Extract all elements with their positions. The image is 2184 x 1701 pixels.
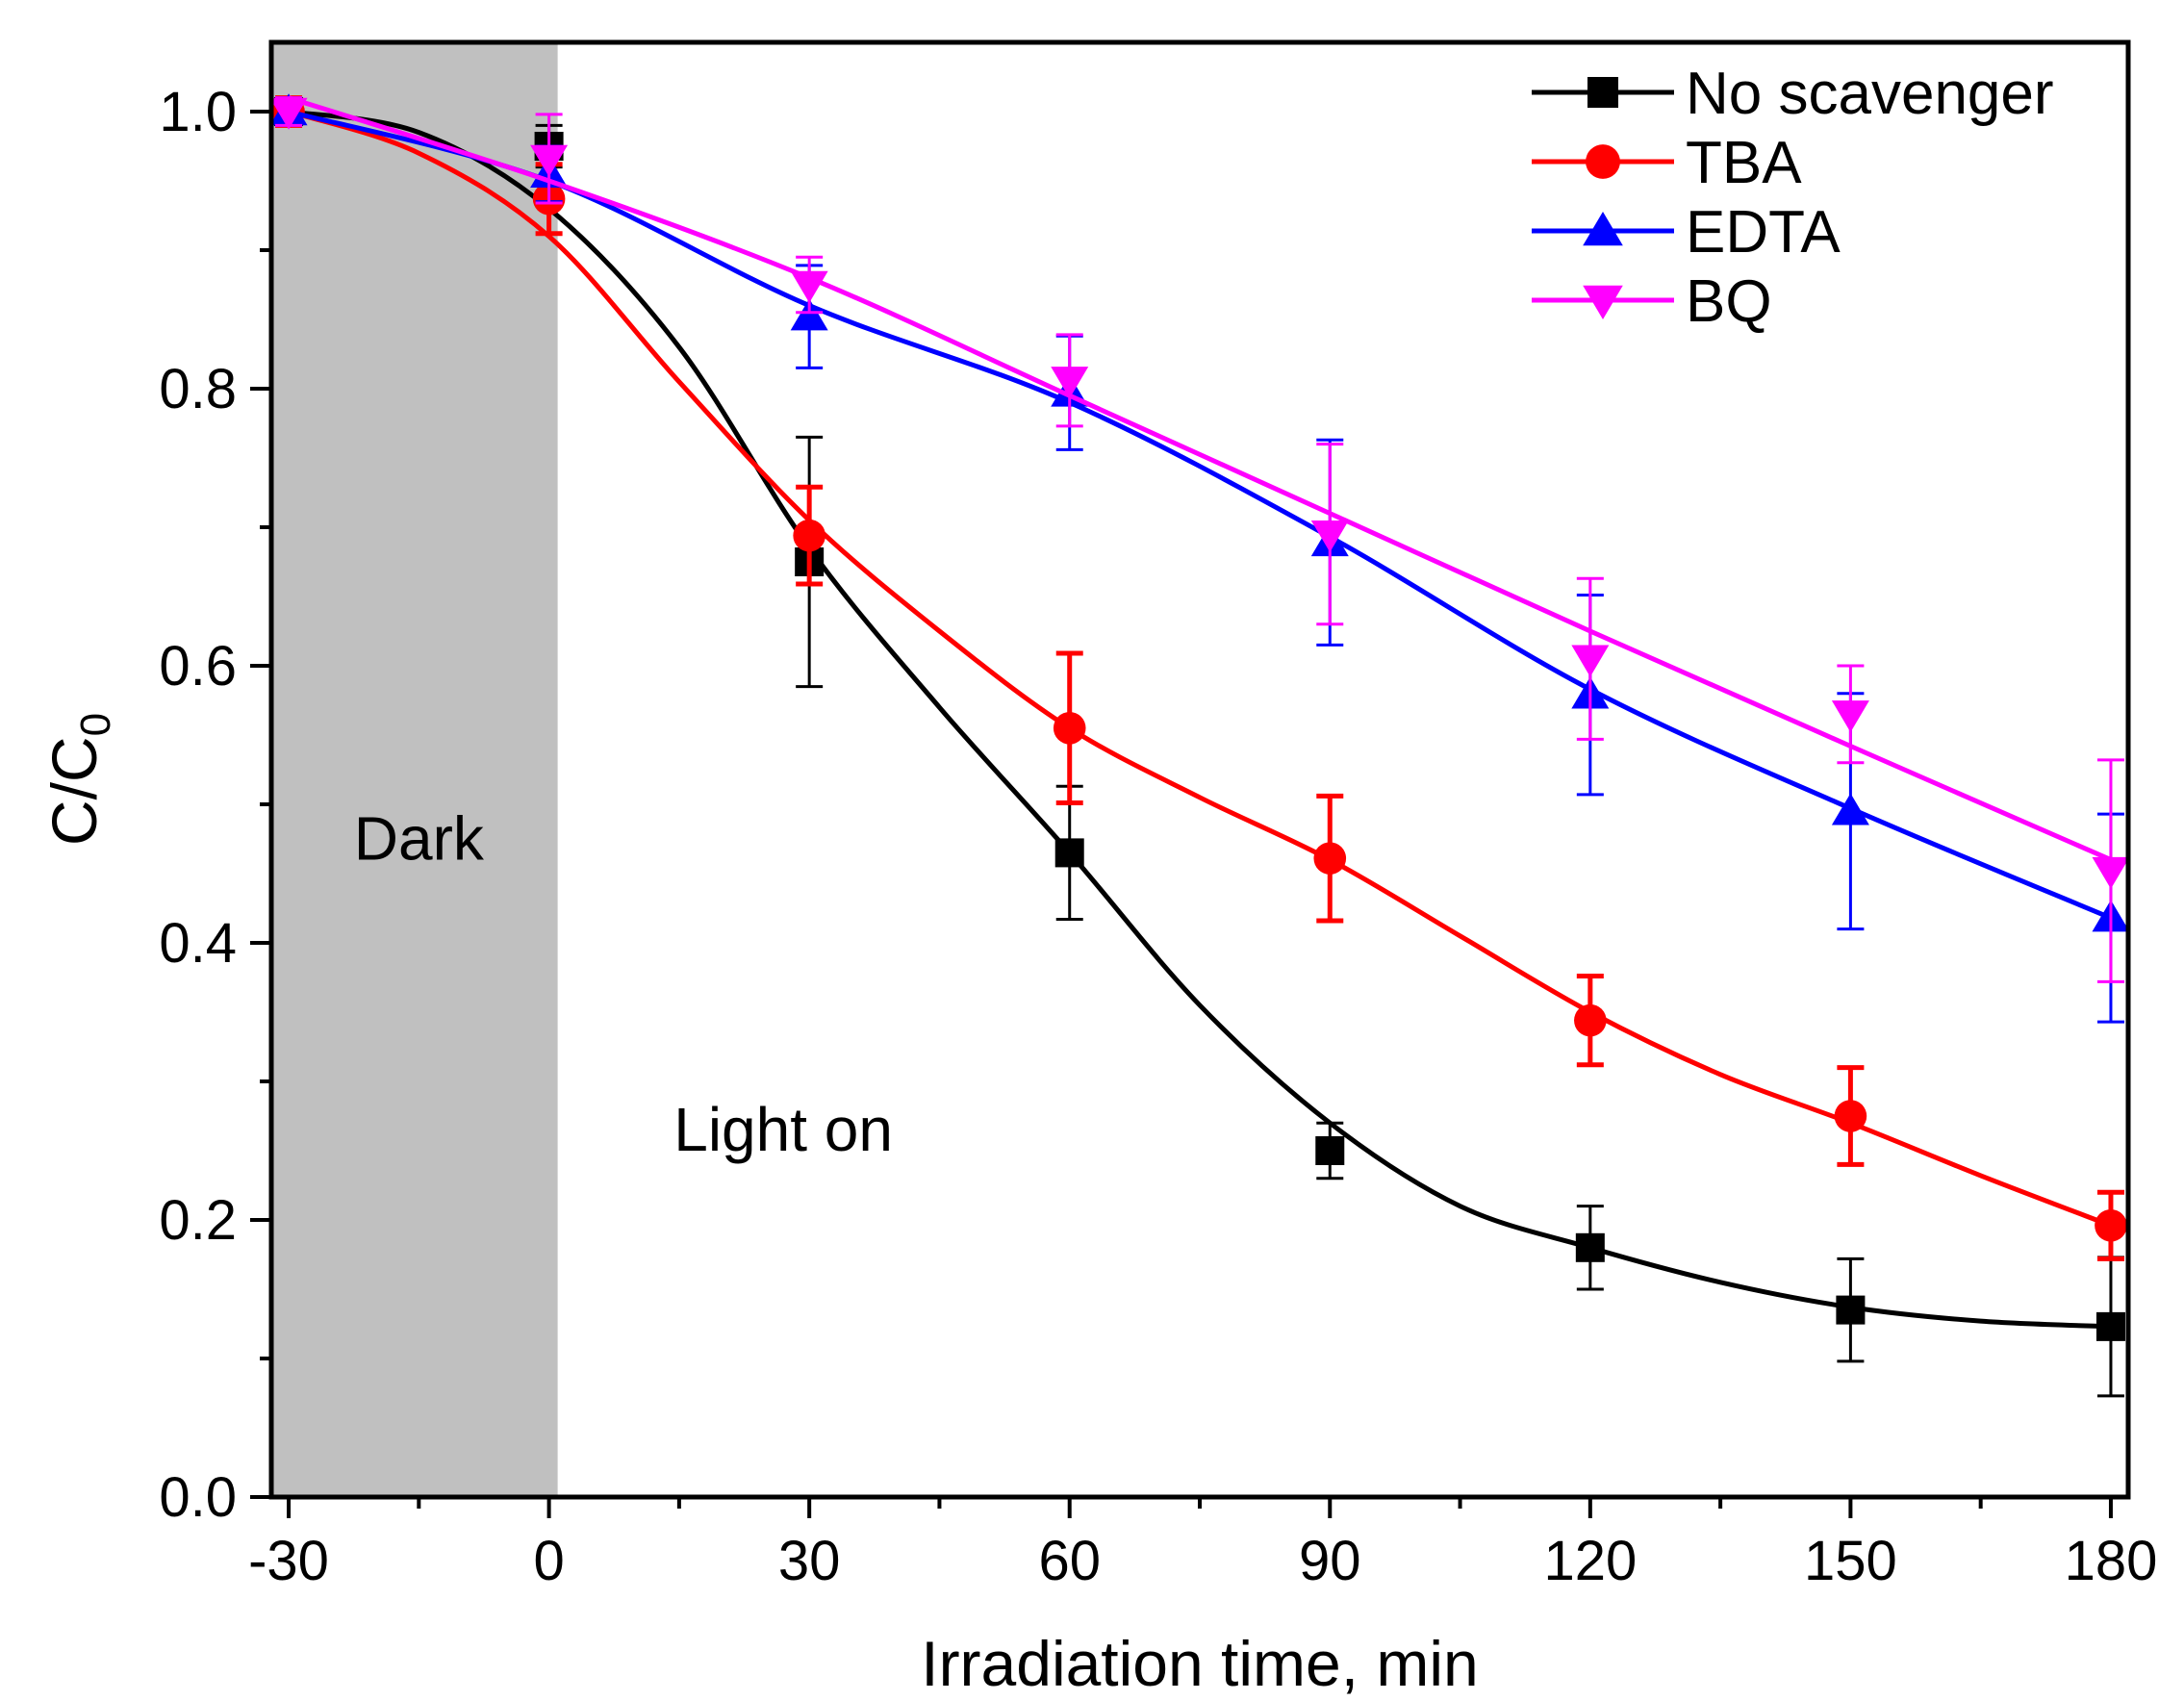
data-point [793,519,825,552]
data-point [1836,1295,1866,1325]
legend-item-bq: BQ [1532,268,1772,335]
x-tick-label: -30 [248,1530,329,1592]
data-point [1571,645,1610,677]
plot-series [269,93,2130,1398]
y-tick-label: 0.2 [159,1189,237,1252]
data-point [1315,1136,1345,1165]
data-point [1054,838,1084,868]
y-axis-title-main: C/C [38,736,110,846]
annotation-dark: Dark [354,804,485,874]
data-point [790,270,828,303]
y-axis-title: C/C0 [38,713,119,846]
x-tick-label: 0 [533,1530,564,1592]
legend-label: TBA [1686,130,1802,196]
dark-shade-rect [271,42,558,1497]
data-point [1831,700,1869,733]
data-point [1313,842,1347,875]
data-point [1310,520,1349,552]
data-point [2092,856,2130,889]
legend-label: EDTA [1686,199,1841,266]
x-tick-label: 150 [1804,1530,1897,1592]
data-point [2095,1208,2127,1242]
x-tick-label: 60 [1038,1530,1101,1592]
legend-label: No scavenger [1686,61,2054,127]
y-axis-title-subscript: 0 [72,713,119,736]
x-tick-label: 30 [778,1530,841,1592]
data-point [1574,1003,1607,1037]
legend-item-tba: TBA [1532,130,1802,196]
series-line [288,95,2112,862]
axes: -30 0 30 60 90 120 150 180 0.0 0.2 0.4 0.6 0.8 1.0 [159,81,2157,1592]
data-point [269,97,308,130]
data-point [2095,1311,2125,1341]
data-point [790,298,828,331]
data-point [530,144,569,177]
x-tick-label: 120 [1543,1530,1637,1592]
y-tick-label: 0.4 [159,912,237,975]
legend-marker [1586,144,1620,179]
legend-item-no-scavenger: No scavenger [1532,61,2054,127]
data-point [1834,1100,1867,1132]
y-tick-label: 0.8 [159,358,237,420]
legend-marker [1583,212,1623,246]
x-tick-label: 90 [1299,1530,1361,1592]
data-point [1051,367,1089,399]
series-line [288,109,2112,1229]
annotation-light-on: Light on [673,1095,893,1164]
data-point [1831,793,1869,825]
series-line [288,109,2112,1330]
x-axis-title: Irradiation time, min [921,1628,1479,1699]
dark-period-region [271,42,558,1497]
legend-marker [1587,77,1618,108]
data-point [1053,712,1086,745]
data-point [1575,1232,1605,1262]
series-bq [269,95,2130,983]
legend-item-edta: EDTA [1532,199,1841,266]
x-tick-label: 180 [2065,1530,2158,1592]
y-tick-label: 1.0 [159,81,237,143]
legend-marker [1583,285,1623,319]
y-tick-label: 0.0 [159,1466,237,1529]
legend-label: BQ [1686,268,1772,335]
y-tick-label: 0.6 [159,635,237,698]
series-line [288,109,2112,921]
